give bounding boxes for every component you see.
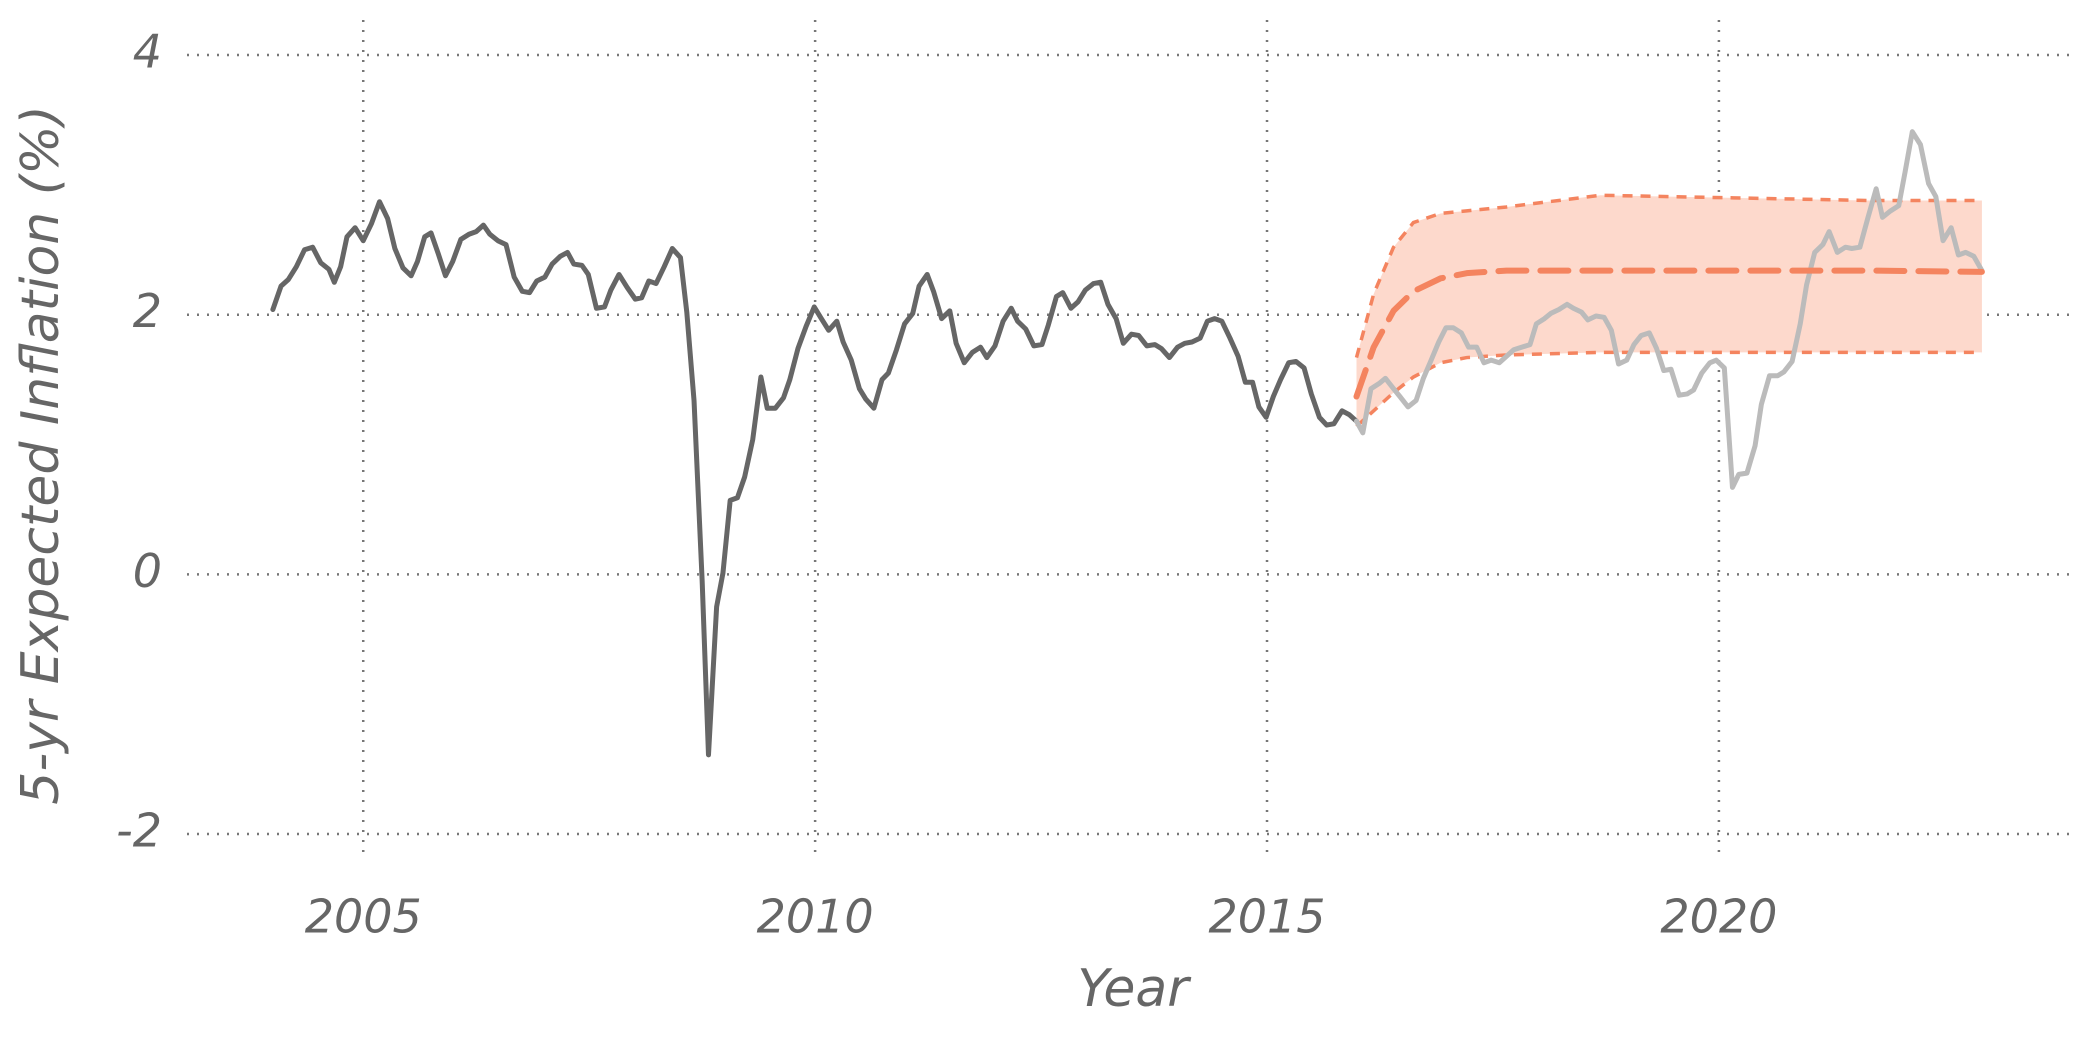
- x-tick-label: 2015: [1208, 890, 1325, 944]
- line-series: [1353, 129, 1985, 490]
- x-tick-label: 2020: [1660, 890, 1777, 944]
- band-lower-line: [1355, 350, 1982, 428]
- band-upper-line: [1354, 193, 1982, 359]
- plot: [270, 129, 1985, 758]
- x-axis-label: Year: [1077, 959, 1192, 1019]
- y-tick-label: 2: [133, 284, 162, 338]
- y-tick-label: 0: [133, 544, 162, 598]
- x-tick-label: 2010: [757, 890, 874, 944]
- x-tick-label: 2005: [305, 890, 422, 944]
- y-tick-label: -2: [116, 804, 162, 858]
- y-tick-label: 4: [133, 25, 162, 79]
- grid: [187, 20, 2075, 860]
- confidence-band: [1356, 195, 1982, 427]
- line-series: [270, 199, 1359, 758]
- line-series: [1353, 267, 1985, 400]
- y-axis-label: 5-yr Expected Inflation (%): [11, 105, 71, 805]
